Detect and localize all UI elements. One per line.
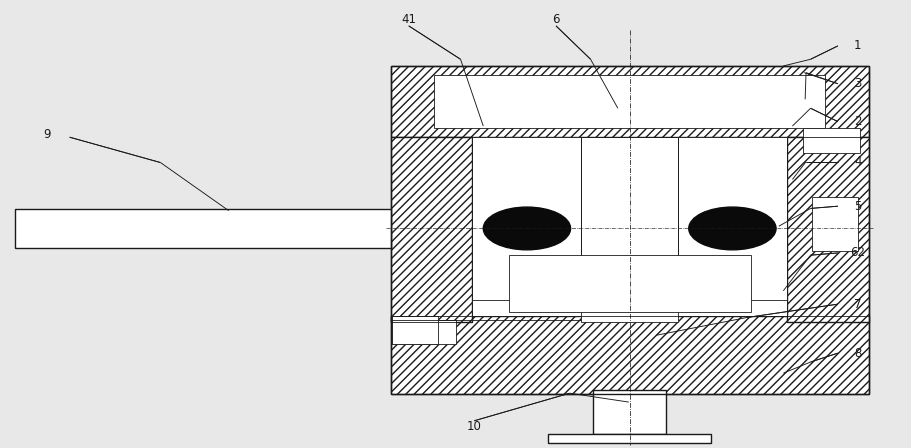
Bar [390,316,868,394]
Text: 41: 41 [401,13,415,26]
Bar [472,137,581,300]
Bar [392,320,456,344]
Text: 6: 6 [552,13,559,26]
Text: 2: 2 [854,115,861,128]
Bar [803,128,859,153]
Text: 1: 1 [854,39,861,52]
Bar [15,209,390,249]
Text: 5: 5 [854,200,861,213]
Bar [548,434,711,443]
Bar [581,137,677,322]
Bar [390,66,868,137]
Bar [390,137,472,322]
Text: 4: 4 [854,155,861,168]
Text: 7: 7 [854,297,861,310]
Bar [593,390,665,434]
Circle shape [483,207,570,250]
Circle shape [688,207,775,250]
Bar [434,75,824,128]
Text: 3: 3 [854,77,861,90]
Text: 62: 62 [849,246,865,259]
Bar [392,316,437,344]
Text: 8: 8 [854,347,861,360]
Text: 9: 9 [43,129,50,142]
Bar [786,137,868,322]
Bar [812,197,857,251]
Bar [472,251,786,316]
Bar [508,255,750,312]
Text: 10: 10 [466,420,481,433]
Bar [677,137,786,300]
